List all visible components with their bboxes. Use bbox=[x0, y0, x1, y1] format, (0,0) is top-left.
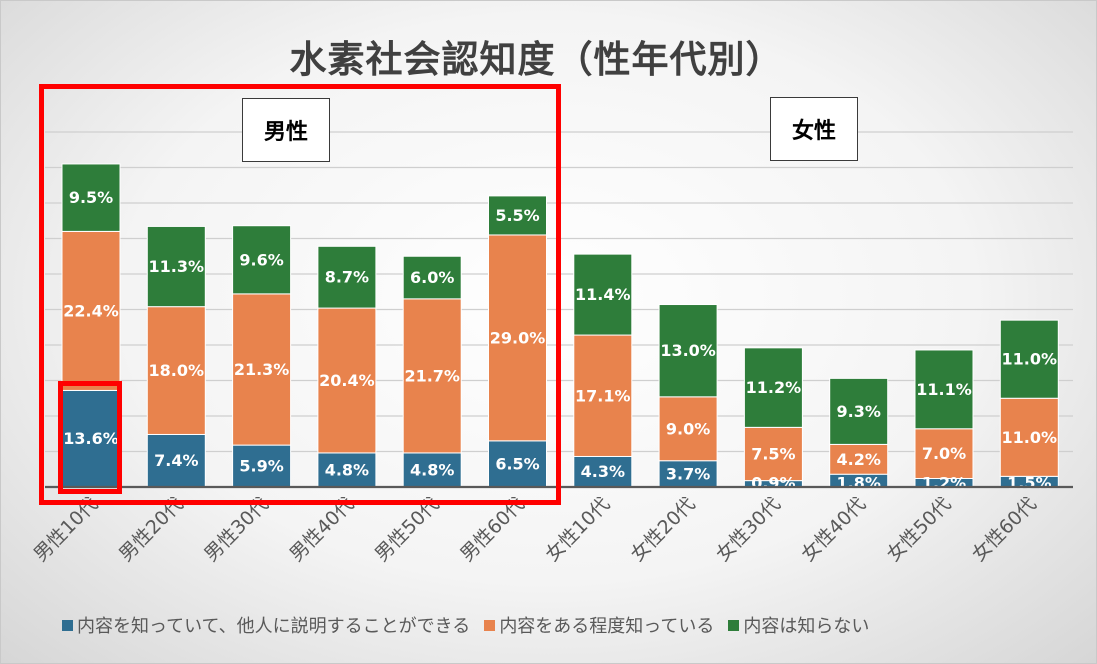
legend: 内容を知っていて、他人に説明することができる 内容をある程度知っている 内容は知らな… bbox=[62, 612, 869, 638]
data-label: 0.9% bbox=[751, 474, 795, 493]
bar-segment-known-somewhat bbox=[232, 293, 292, 446]
data-label: 13.6% bbox=[63, 429, 119, 448]
data-label: 5.9% bbox=[239, 457, 283, 476]
legend-item: 内容は知らない bbox=[728, 612, 869, 638]
data-label: 5.5% bbox=[495, 206, 539, 225]
data-label: 11.2% bbox=[746, 378, 802, 397]
category-label: 女性40代 bbox=[797, 493, 870, 566]
data-label: 9.6% bbox=[239, 250, 283, 269]
bar-segment-known-somewhat bbox=[999, 397, 1059, 477]
bar-segment-known-somewhat bbox=[402, 298, 462, 454]
legend-label: 内容をある程度知っている bbox=[499, 616, 715, 637]
female-group-label: 女性 bbox=[770, 97, 858, 161]
bar-segment-unknown bbox=[914, 349, 974, 430]
data-label: 13.0% bbox=[660, 341, 716, 360]
bar-segment-unknown bbox=[829, 377, 889, 445]
bar-segment-known-somewhat bbox=[914, 428, 974, 479]
bar-segment-known-somewhat bbox=[658, 396, 718, 462]
male-highlight-box bbox=[39, 84, 561, 505]
data-label: 11.0% bbox=[1002, 350, 1058, 369]
legend-item: 内容を知っていて、他人に説明することができる bbox=[62, 612, 470, 638]
data-label: 1.5% bbox=[1007, 474, 1051, 493]
bar-segment-known-explain bbox=[61, 389, 121, 488]
bar-segment-unknown bbox=[573, 253, 633, 336]
data-label: 9.3% bbox=[837, 402, 881, 421]
data-label: 4.3% bbox=[581, 462, 625, 481]
legend-label: 内容を知っていて、他人に説明することができる bbox=[77, 616, 471, 637]
data-label: 20.4% bbox=[319, 371, 375, 390]
data-label: 9.0% bbox=[666, 419, 710, 438]
category-label: 女性60代 bbox=[968, 493, 1041, 566]
data-label: 22.4% bbox=[63, 301, 119, 320]
data-label: 1.2% bbox=[922, 474, 966, 493]
data-label: 21.7% bbox=[404, 366, 460, 385]
data-label: 6.0% bbox=[410, 268, 454, 287]
legend-swatch bbox=[484, 619, 496, 631]
data-label: 6.5% bbox=[495, 454, 539, 473]
category-label: 女性20代 bbox=[627, 493, 700, 566]
data-label: 11.0% bbox=[1002, 428, 1058, 447]
bar-segment-known-somewhat bbox=[573, 334, 633, 457]
data-label: 18.0% bbox=[149, 361, 205, 380]
bar-segment-known-explain bbox=[232, 444, 292, 488]
legend-item: 内容をある程度知っている bbox=[484, 612, 714, 638]
data-label: 11.1% bbox=[916, 380, 972, 399]
data-label: 4.2% bbox=[837, 450, 881, 469]
bar-segment-unknown bbox=[61, 163, 121, 232]
male-group-label: 男性 bbox=[242, 98, 330, 162]
data-label: 17.1% bbox=[575, 386, 631, 405]
bar-segment-unknown bbox=[488, 195, 547, 236]
data-label: 3.7% bbox=[666, 464, 710, 483]
data-label: 1.8% bbox=[837, 474, 881, 493]
data-label: 8.7% bbox=[325, 268, 369, 287]
data-label: 11.4% bbox=[575, 285, 631, 304]
bar-segment-known-somewhat bbox=[829, 443, 889, 475]
category-label: 女性30代 bbox=[712, 493, 785, 566]
legend-label: 内容は知らない bbox=[743, 616, 870, 637]
bar-segment-known-somewhat bbox=[61, 230, 121, 391]
bar-segment-known-explain bbox=[402, 452, 462, 488]
data-label: 4.8% bbox=[325, 460, 369, 479]
data-label: 29.0% bbox=[490, 328, 546, 347]
data-label: 4.8% bbox=[410, 460, 454, 479]
legend-swatch bbox=[728, 619, 740, 631]
bar-segment-known-somewhat bbox=[488, 234, 547, 442]
bar-segment-unknown bbox=[658, 304, 718, 398]
legend-swatch bbox=[62, 619, 73, 631]
category-label: 女性50代 bbox=[883, 493, 956, 566]
data-label: 7.0% bbox=[922, 444, 966, 463]
bar-segment-known-explain bbox=[488, 440, 547, 488]
bar-segment-unknown bbox=[317, 245, 377, 309]
bar-segment-unknown bbox=[999, 319, 1059, 399]
data-label: 21.3% bbox=[234, 360, 290, 379]
male10s-known-highlight-box bbox=[58, 381, 122, 494]
data-label: 9.5% bbox=[69, 188, 113, 207]
bar-segment-unknown bbox=[232, 225, 292, 295]
data-label: 7.5% bbox=[751, 444, 795, 463]
data-label: 7.4% bbox=[154, 451, 198, 470]
chart-title: 水素社会認知度（性年代別） bbox=[289, 38, 784, 81]
data-label: 11.3% bbox=[149, 257, 205, 276]
bar-segment-unknown bbox=[146, 225, 206, 308]
bar-segment-known-somewhat bbox=[146, 306, 206, 435]
bar-segment-unknown bbox=[743, 347, 803, 428]
bar-segment-unknown bbox=[402, 255, 462, 300]
